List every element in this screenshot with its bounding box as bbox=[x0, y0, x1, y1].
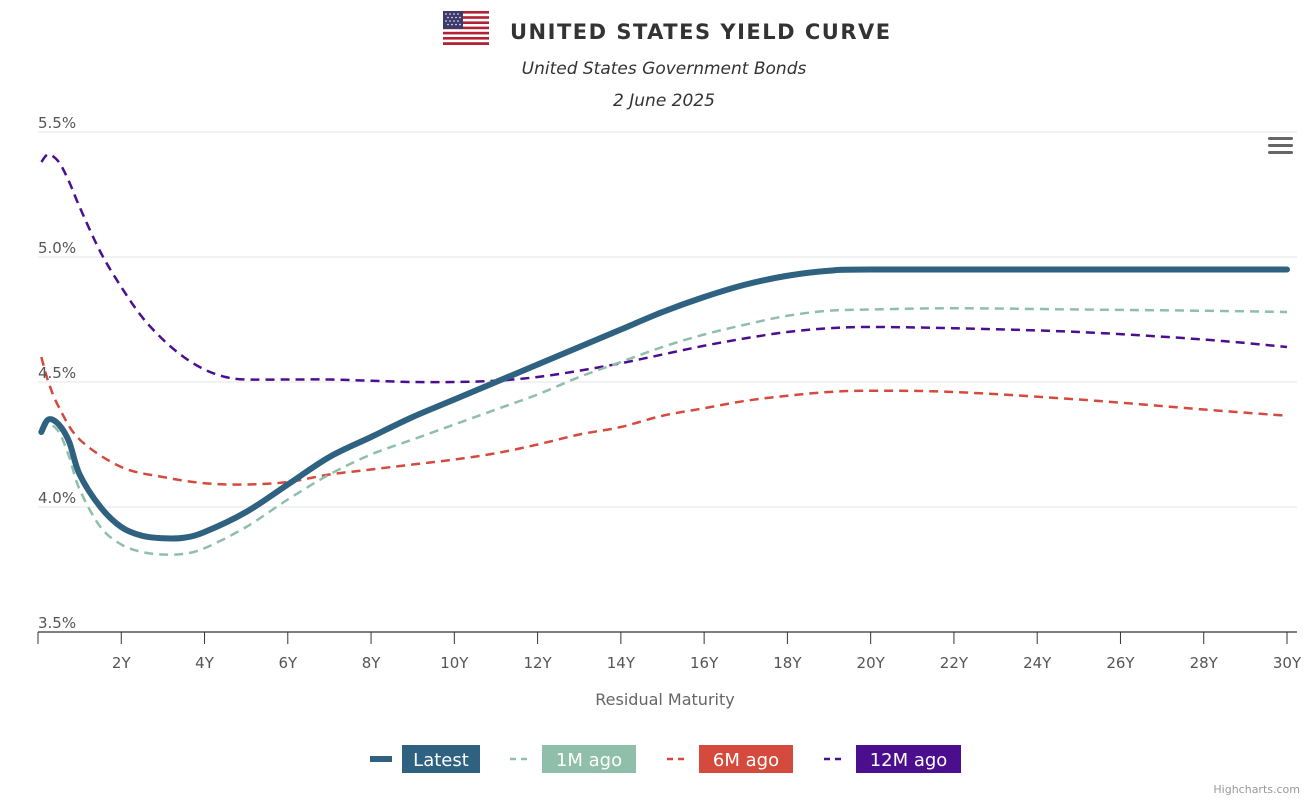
legend-label-bg bbox=[402, 745, 480, 773]
hamburger-menu-icon[interactable] bbox=[1264, 132, 1296, 160]
legend-label-bg bbox=[856, 745, 961, 773]
series-line-12m-ago[interactable] bbox=[40, 153, 1288, 384]
chart-subtitle: United States Government Bonds bbox=[522, 59, 807, 79]
legend-item-latest[interactable]: Latest bbox=[370, 745, 480, 773]
us-flag-icon bbox=[443, 11, 489, 45]
legend-item-1m-ago[interactable]: 1M ago bbox=[510, 745, 636, 773]
x-tick-label: 12Y bbox=[523, 654, 552, 672]
x-axis-title: Residual Maturity bbox=[595, 690, 734, 709]
legend-label: Latest bbox=[413, 750, 469, 771]
x-tick-label: 2Y bbox=[112, 654, 132, 672]
series-line-latest[interactable] bbox=[38, 266, 1290, 542]
grid-lines bbox=[38, 131, 1297, 508]
x-tick-label: 26Y bbox=[1106, 654, 1135, 672]
chart-date: 2 June 2025 bbox=[613, 91, 715, 111]
x-tick-label: 30Y bbox=[1273, 654, 1302, 672]
x-tick-label: 10Y bbox=[440, 654, 469, 672]
series-line-6m-ago[interactable] bbox=[40, 356, 1288, 486]
x-tick-label: 8Y bbox=[362, 654, 382, 672]
x-tick-label: 14Y bbox=[607, 654, 636, 672]
y-tick-label: 4.0% bbox=[38, 489, 76, 507]
chart-title: UNITED STATES YIELD CURVE bbox=[510, 20, 892, 44]
y-tick-label: 3.5% bbox=[38, 614, 76, 632]
legend-item-6m-ago[interactable]: 6M ago bbox=[667, 745, 793, 773]
legend: Latest 1M ago 6M ago 12M ago bbox=[370, 745, 961, 773]
x-tick-label: 28Y bbox=[1190, 654, 1219, 672]
y-tick-label: 4.5% bbox=[38, 364, 76, 382]
y-axis-labels: 3.5% 4.0% 4.5% 5.0% 5.5% bbox=[38, 114, 76, 632]
x-axis: 2Y 4Y 6Y 8Y 10Y 12Y 14Y 16Y 18Y 20Y 22Y 24Y 26Y 28Y 30… bbox=[37, 631, 1302, 672]
legend-label: 1M ago bbox=[556, 750, 622, 771]
y-tick-label: 5.0% bbox=[38, 239, 76, 257]
x-tick-label: 6Y bbox=[278, 654, 298, 672]
x-tick-label: 16Y bbox=[690, 654, 719, 672]
x-tick-label: 22Y bbox=[940, 654, 969, 672]
y-tick-label: 5.5% bbox=[38, 114, 76, 132]
legend-item-12m-ago[interactable]: 12M ago bbox=[824, 745, 961, 773]
x-tick-label: 18Y bbox=[773, 654, 802, 672]
legend-label: 6M ago bbox=[713, 750, 779, 771]
series-line-1m-ago[interactable] bbox=[40, 307, 1288, 556]
series-lines bbox=[38, 153, 1290, 556]
legend-label-bg bbox=[542, 745, 636, 773]
legend-label: 12M ago bbox=[870, 750, 948, 771]
x-tick-label: 24Y bbox=[1023, 654, 1052, 672]
x-tick-label: 4Y bbox=[195, 654, 215, 672]
credits-link[interactable]: Highcharts.com bbox=[1213, 783, 1300, 796]
legend-label-bg bbox=[699, 745, 793, 773]
x-tick-label: 20Y bbox=[857, 654, 886, 672]
